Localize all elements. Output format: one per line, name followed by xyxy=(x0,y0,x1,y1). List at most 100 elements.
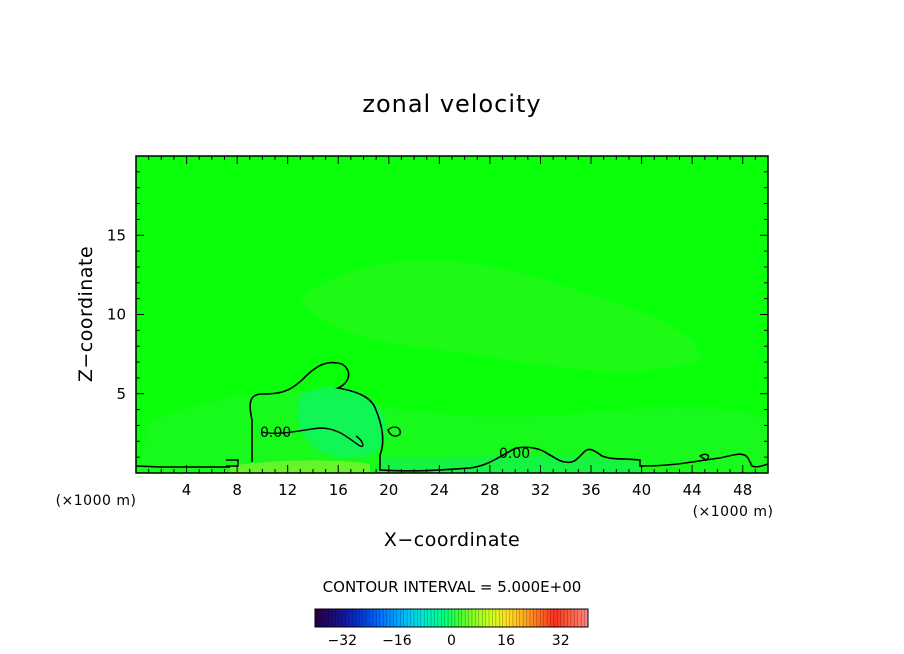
colorbar-segment xyxy=(417,609,422,627)
y-tick-label: 10 xyxy=(107,306,126,324)
colorbar-segment xyxy=(400,609,405,627)
y-tick-label: 5 xyxy=(116,385,126,403)
colorbar-segment xyxy=(315,609,319,627)
colorbar-segment xyxy=(420,609,425,627)
colorbar-segment xyxy=(550,609,555,627)
colorbar-segment xyxy=(434,609,439,627)
x-tick-label: 40 xyxy=(632,481,651,499)
colorbar-segment xyxy=(369,609,374,627)
x-tick-label: 44 xyxy=(683,481,702,499)
colorbar-segment xyxy=(499,609,503,627)
x-tick-label: 12 xyxy=(278,481,297,499)
x-unit-label-left: (×1000 m) xyxy=(56,493,137,509)
colorbar-segment xyxy=(475,609,480,627)
x-tick-label: 4 xyxy=(182,481,192,499)
contour-label-2: 0.00 xyxy=(499,446,530,462)
colorbar-segment xyxy=(345,609,350,627)
y-axis-label: Z−coordinate xyxy=(75,246,97,382)
colorbar-segment xyxy=(523,609,527,627)
colorbar-segment xyxy=(577,609,582,627)
colorbar-segment xyxy=(547,609,551,627)
colorbar-segment xyxy=(529,609,534,627)
colorbar-segment xyxy=(506,609,510,627)
field-shade-yellow xyxy=(230,460,370,473)
colorbar-segment xyxy=(383,609,387,627)
colorbar xyxy=(314,608,589,628)
colorbar-segment xyxy=(485,609,490,627)
colorbar-segment xyxy=(386,609,391,627)
colorbar-segment xyxy=(495,609,500,627)
colorbar-segment xyxy=(461,609,466,627)
colorbar-segment xyxy=(396,609,401,627)
colorbar-segment xyxy=(325,609,329,627)
colorbar-segment xyxy=(362,609,367,627)
colorbar-tick-label: −32 xyxy=(328,633,358,649)
colorbar-segment xyxy=(359,609,364,627)
colorbar-tick-label: −16 xyxy=(382,633,412,649)
x-tick-label: 36 xyxy=(581,481,600,499)
colorbar-segment xyxy=(526,609,531,627)
y-tick-label: 15 xyxy=(107,226,126,244)
colorbar-labels: −32 −16 0 16 32 xyxy=(328,633,570,649)
colorbar-segment xyxy=(509,609,514,627)
colorbar-segment xyxy=(424,609,428,627)
colorbar-segment xyxy=(574,609,579,627)
field-shade-mid xyxy=(136,390,768,473)
colorbar-segment xyxy=(413,609,418,627)
colorbar-segment xyxy=(468,609,473,627)
x-tick-label: 48 xyxy=(733,481,752,499)
contour-line-inner xyxy=(261,427,364,447)
colorbar-segment xyxy=(540,609,544,627)
colorbar-tick-label: 0 xyxy=(447,633,456,649)
colorbar-segment xyxy=(355,609,360,627)
x-tick-label: 24 xyxy=(430,481,449,499)
axis-ticks xyxy=(136,156,768,473)
x-tick-label: 8 xyxy=(232,481,242,499)
colorbar-segment xyxy=(581,609,585,627)
colorbar-segment xyxy=(448,609,452,627)
colorbar-segment xyxy=(407,609,411,627)
colorbar-segment xyxy=(376,609,381,627)
colorbar-segment xyxy=(560,609,565,627)
contour-line-small xyxy=(387,426,401,437)
colorbar-segment xyxy=(502,609,507,627)
colorbar-segment xyxy=(564,609,568,627)
x-axis-label: X−coordinate xyxy=(384,529,520,551)
contour-line-left-blip xyxy=(226,459,239,467)
colorbar-segment xyxy=(492,609,497,627)
colorbar-segment xyxy=(441,609,445,627)
colorbar-segment xyxy=(379,609,384,627)
colorbar-segment xyxy=(478,609,483,627)
colorbar-segment xyxy=(454,609,459,627)
colorbar-segment xyxy=(349,609,353,627)
colorbar-segment xyxy=(489,609,493,627)
colorbar-segment xyxy=(332,609,336,627)
colorbar-segment xyxy=(444,609,449,627)
chart-title: zonal velocity xyxy=(362,90,541,118)
x-unit-label-right: (×1000 m) xyxy=(693,504,774,520)
colorbar-segment xyxy=(465,609,469,627)
colorbar-segment xyxy=(431,609,435,627)
colorbar-segment xyxy=(471,609,476,627)
colorbar-segment xyxy=(553,609,558,627)
contour-line-main xyxy=(135,361,769,472)
colorbar-segment xyxy=(516,609,521,627)
x-tick-label: 16 xyxy=(329,481,348,499)
colorbar-segment xyxy=(557,609,561,627)
field-shade-upper xyxy=(300,260,700,372)
colorbar-segment xyxy=(437,609,442,627)
field-shade-bottom xyxy=(380,455,640,473)
colorbar-tick-label: 32 xyxy=(552,633,570,649)
colorbar-segment xyxy=(366,609,370,627)
contour-label-1: 0.00 xyxy=(260,425,291,441)
x-tick-label: 28 xyxy=(480,481,499,499)
colorbar-segment xyxy=(533,609,538,627)
x-tick-label: 20 xyxy=(379,481,398,499)
colorbar-segment xyxy=(536,609,541,627)
colorbar-segment xyxy=(482,609,486,627)
colorbar-segment xyxy=(451,609,456,627)
colorbar-segment xyxy=(519,609,524,627)
field-shade-cyan xyxy=(297,386,386,459)
colorbar-segment xyxy=(570,609,575,627)
